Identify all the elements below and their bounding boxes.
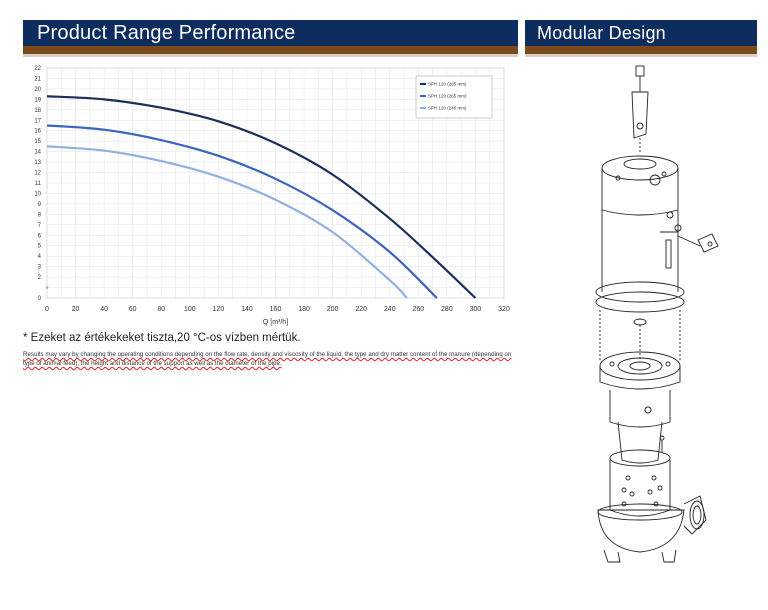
y-tick-label: 21 — [34, 76, 41, 82]
x-tick-label: 160 — [270, 306, 282, 313]
x-tick-label: 120 — [213, 306, 225, 313]
y-tick-label: 22 — [34, 66, 41, 72]
y-tick-label: 8 — [38, 212, 42, 218]
y-tick-label: 11 — [35, 181, 42, 187]
y-tick-label: 2 — [38, 275, 42, 281]
x-tick-label: 40 — [100, 306, 108, 313]
left-section-banner: Product Range Performance — [23, 20, 518, 46]
x-tick-label: 60 — [129, 306, 137, 313]
x-tick-label: 300 — [470, 306, 482, 313]
y-tick-label: 14 — [34, 150, 41, 156]
right-section-banner: Modular Design — [525, 20, 757, 46]
results-disclaimer: Results may vary by changing the operati… — [23, 351, 512, 367]
y-tick-label: 13 — [34, 160, 41, 166]
x-tick-label: 20 — [72, 306, 80, 313]
y-tick-label: 12 — [34, 171, 41, 177]
x-tick-label: 80 — [157, 306, 165, 313]
section-title-modular: Modular Design — [537, 22, 666, 43]
pump-exploded-view-icon — [595, 65, 719, 563]
x-tick-label: 280 — [441, 306, 453, 313]
y-tick-label: 15 — [34, 139, 41, 145]
y-tick-label: 17 — [34, 118, 41, 124]
y-tick-label: 0 — [38, 296, 42, 302]
y-tick-label: 7 — [38, 223, 42, 229]
legend-box — [415, 75, 493, 119]
chart-grid — [46, 67, 505, 299]
series-line-3 — [46, 145, 408, 299]
x-tick-label: 140 — [241, 306, 253, 313]
y-tick-label: 9 — [38, 202, 42, 208]
y-tick-label: 5 — [38, 244, 42, 250]
x-tick-label: 320 — [498, 306, 510, 313]
legend-label: SPH 120 (240 mm) — [428, 106, 467, 111]
left-banner-stripe — [23, 46, 518, 54]
x-tick-label: 260 — [412, 306, 424, 313]
chart-legend: SPH 120 (285 mm) SPH 120 (265 mm) SPH 120 … — [415, 75, 493, 119]
series-line-2 — [46, 124, 438, 299]
y-tick-label: 18 — [34, 108, 41, 114]
y-tick-label: 6 — [38, 233, 42, 239]
y-tick-label: 20 — [34, 87, 41, 93]
x-tick-label: 100 — [184, 306, 196, 313]
measurement-note: * Ezeket az értékekeket tiszta,20 °C-os … — [23, 332, 301, 344]
right-banner-stripe — [525, 46, 757, 54]
y-tick-label: 4 — [38, 254, 42, 260]
legend-label: SPH 120 (265 mm) — [428, 94, 467, 99]
left-banner-shadow — [23, 54, 518, 57]
x-tick-label: 0 — [45, 306, 49, 313]
legend-label: SPH 120 (285 mm) — [428, 82, 467, 87]
x-axis-label: Q [m³/h] — [263, 319, 288, 326]
y-tick-label: 19 — [34, 97, 41, 103]
y-tick-label: 3 — [38, 265, 42, 271]
data-point — [45, 286, 49, 289]
chart-series — [45, 95, 477, 299]
x-tick-label: 180 — [298, 306, 310, 313]
right-banner-shadow — [525, 54, 757, 57]
series-line-1 — [46, 95, 477, 299]
y-tick-label: 10 — [34, 191, 41, 197]
x-tick-label: 200 — [327, 306, 339, 313]
x-tick-label: 240 — [384, 306, 396, 313]
section-title-performance: Product Range Performance — [37, 21, 296, 44]
y-tick-label: 16 — [34, 129, 41, 135]
x-tick-label: 220 — [355, 306, 367, 313]
